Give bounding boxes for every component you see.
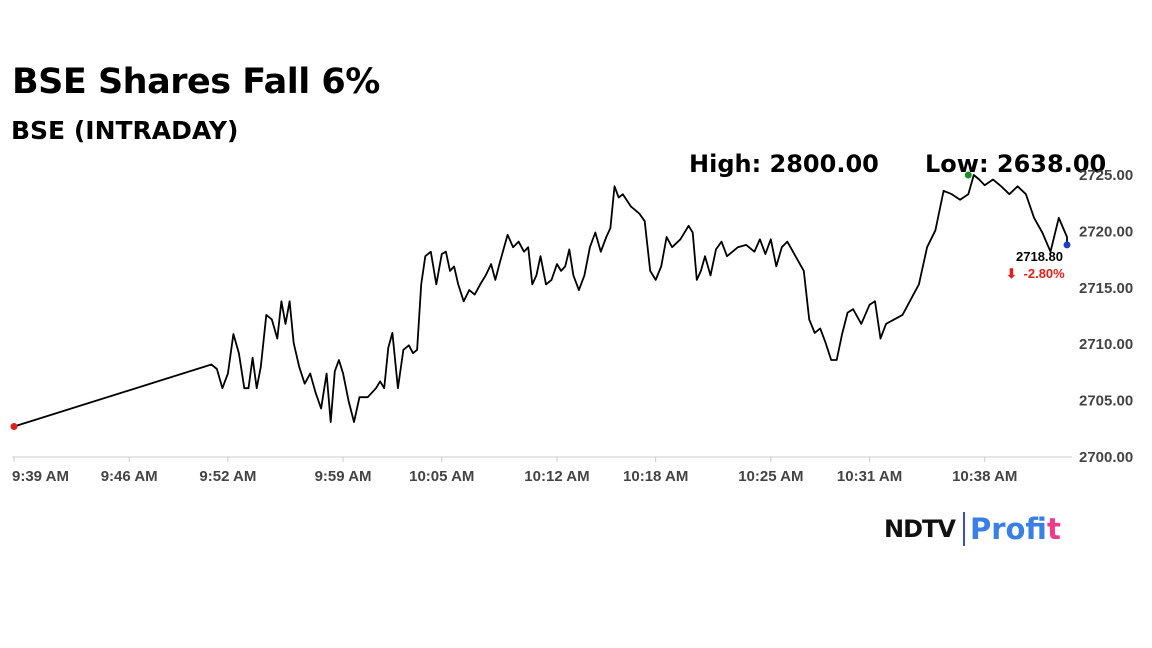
high-label: High: 2800.00 [689,150,879,178]
marker-last [1063,241,1071,249]
series-line-bse [13,174,1068,428]
logo-ndtv-text: NDTV [884,515,956,543]
y-axis-ticks: 2700.00 2705.00 2710.00 2715.00 2720.00 2725.… [1079,167,1133,466]
x-axis-ticks: 9:39 AM 9:46 AM 9:52 AM 9:59 AM 10:05 AM 10:1… [12,457,1017,485]
chart-subtitle: BSE (INTRADAY) [11,116,239,145]
last-price-label: 2718.80 [1016,249,1063,264]
low-label: Low: 2638.00 [925,150,1107,178]
change-label: ⬇ -2.80% [1006,266,1065,281]
logo-divider [962,512,965,546]
x-tick-label: 10:38 AM [952,468,1017,485]
marker-peak [964,171,972,179]
x-tick-label: 10:31 AM [837,468,902,485]
x-tick-label: 9:46 AM [101,468,158,485]
x-tick-label: 9:39 AM [12,468,69,485]
y-tick-label: 2710.00 [1079,336,1133,353]
y-tick-label: 2715.00 [1079,280,1133,297]
series-markers [10,171,1071,431]
x-tick-label: 10:25 AM [738,468,803,485]
y-tick-label: 2720.00 [1079,223,1133,240]
y-tick-label: 2725.00 [1079,167,1133,184]
logo-profit-text: Profit [969,512,1061,546]
x-tick-label: 10:05 AM [409,468,474,485]
x-tick-label: 9:52 AM [199,468,256,485]
chart-title: BSE Shares Fall 6% [12,62,380,102]
y-tick-label: 2705.00 [1079,393,1133,410]
ndtv-profit-logo: NDTV Profit [884,509,1061,549]
marker-start [10,423,18,431]
change-percent: -2.80% [1024,266,1066,281]
x-tick-label: 10:18 AM [623,468,688,485]
down-arrow-icon: ⬇ [1006,266,1017,281]
x-tick-label: 10:12 AM [524,468,589,485]
y-tick-label: 2700.00 [1079,449,1133,466]
x-tick-label: 9:59 AM [315,468,372,485]
